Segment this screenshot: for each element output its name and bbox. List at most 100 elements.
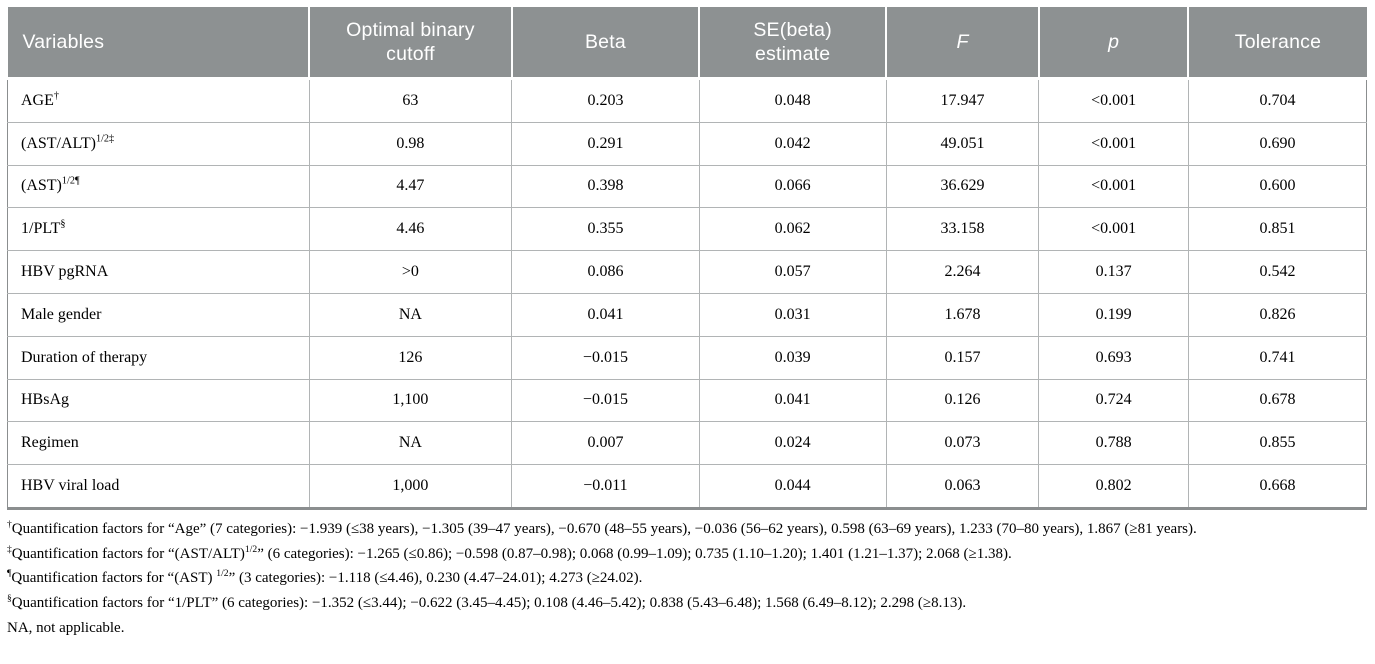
cutoff-cell: 126: [308, 335, 513, 380]
variable-cell: AGE†: [7, 78, 310, 123]
variable-cell: HBV pgRNA: [7, 250, 310, 294]
beta-cell: 0.086: [511, 250, 700, 294]
footnote: §Quantification factors for “1/PLT” (6 c…: [7, 593, 967, 612]
p-cell: <0.001: [1038, 78, 1189, 123]
column-header-variables: Variables: [7, 7, 310, 80]
superscript-marker: 1/2‡: [95, 133, 115, 145]
variable-cell: 1/PLT§: [7, 207, 310, 252]
superscript-marker: 1/2: [216, 568, 229, 580]
superscript-marker: 1/2¶: [61, 176, 80, 188]
tolerance-cell: 0.542: [1187, 250, 1368, 294]
tolerance-cell: 0.704: [1187, 78, 1368, 123]
column-header-p: p: [1037, 7, 1189, 80]
beta-cell: 0.355: [511, 207, 700, 252]
superscript-marker: †: [7, 518, 12, 530]
table-row: HBV viral load 1,000 −0.011 0.044 0.063 0.802…: [7, 464, 1368, 510]
f-cell: 0.063: [885, 464, 1040, 510]
cutoff-cell: >0: [308, 250, 513, 294]
column-header-optimal-binary-cutoff: Optimal binary cutoff: [308, 7, 512, 80]
footnote: †Quantification factors for “Age” (7 cat…: [7, 518, 1197, 537]
table-row: AGE† 63 0.203 0.048 17.947 <0.001 0.704: [7, 78, 1368, 123]
variable-cell: (AST/ALT)1/2‡: [7, 121, 310, 166]
table-row: Regimen NA 0.007 0.024 0.073 0.788 0.855: [7, 421, 1368, 466]
table-row: 1/PLT§ 4.46 0.355 0.062 33.158 <0.001 0.851: [7, 207, 1368, 252]
tolerance-cell: 0.741: [1187, 335, 1368, 380]
table-row: Male gender NA 0.041 0.031 1.678 0.199 0.826: [7, 292, 1368, 337]
variable-cell: Male gender: [7, 292, 310, 337]
beta-cell: −0.015: [511, 378, 700, 423]
beta-cell: 0.007: [511, 421, 700, 466]
statistics-table: Variables Optimal binary cutoff Beta SE(beta…: [7, 7, 1368, 510]
cutoff-cell: 4.46: [308, 207, 513, 252]
table-header: Variables Optimal binary cutoff Beta SE(beta…: [7, 7, 1367, 80]
f-cell: 2.264: [885, 250, 1040, 294]
superscript-marker: †: [53, 90, 60, 102]
superscript-marker: 1/2: [244, 543, 258, 555]
table-row: (AST/ALT)1/2‡ 0.98 0.291 0.042 49.051 <0.001 0…: [7, 121, 1368, 166]
p-cell: 0.724: [1038, 378, 1189, 423]
se-beta-cell: 0.048: [698, 78, 887, 123]
se-beta-cell: 0.024: [698, 421, 887, 466]
variable-cell: HBV viral load: [7, 464, 310, 510]
tolerance-cell: 0.668: [1187, 464, 1368, 510]
se-beta-cell: 0.039: [698, 335, 887, 380]
cutoff-cell: 4.47: [308, 164, 513, 209]
table-row: (AST)1/2¶ 4.47 0.398 0.066 36.629 <0.001 0.600: [7, 164, 1368, 209]
beta-cell: −0.011: [511, 464, 700, 510]
column-header-tolerance: Tolerance: [1187, 7, 1367, 80]
p-cell: 0.788: [1038, 421, 1189, 466]
f-cell: 33.158: [885, 207, 1040, 252]
table-row: HBV pgRNA >0 0.086 0.057 2.264 0.137 0.542: [7, 250, 1368, 294]
superscript-marker: §: [7, 593, 12, 605]
cutoff-cell: NA: [308, 292, 513, 337]
cutoff-cell: 0.98: [308, 121, 513, 166]
column-header-se-beta-estimate: SE(beta) estimate: [698, 7, 887, 80]
se-beta-cell: 0.062: [698, 207, 887, 252]
f-cell: 0.157: [885, 335, 1040, 380]
se-beta-cell: 0.041: [698, 378, 887, 423]
se-beta-cell: 0.057: [698, 250, 887, 294]
beta-cell: 0.398: [511, 164, 700, 209]
table-row: HBsAg 1,100 −0.015 0.041 0.126 0.724 0.678: [7, 378, 1368, 423]
p-cell: <0.001: [1038, 207, 1189, 252]
footnote: ¶Quantification factors for “(AST) 1/2” …: [7, 568, 643, 587]
header-row: Variables Optimal binary cutoff Beta SE(beta…: [7, 7, 1367, 80]
table-footnotes: †Quantification factors for “Age” (7 cat…: [7, 517, 1367, 641]
cutoff-cell: 1,000: [308, 464, 513, 510]
table-row: Duration of therapy 126 −0.015 0.039 0.157 0.…: [7, 335, 1368, 380]
column-header-beta: Beta: [510, 7, 700, 80]
f-cell: 17.947: [885, 78, 1040, 123]
cutoff-cell: 1,100: [308, 378, 513, 423]
variable-cell: Regimen: [7, 421, 310, 466]
se-beta-cell: 0.042: [698, 121, 887, 166]
beta-cell: 0.041: [511, 292, 700, 337]
tolerance-cell: 0.600: [1187, 164, 1368, 209]
f-cell: 1.678: [885, 292, 1040, 337]
tolerance-cell: 0.690: [1187, 121, 1368, 166]
f-cell: 36.629: [885, 164, 1040, 209]
se-beta-cell: 0.031: [698, 292, 887, 337]
column-header-f: F: [885, 7, 1039, 80]
p-cell: 0.199: [1038, 292, 1189, 337]
se-beta-cell: 0.066: [698, 164, 887, 209]
variable-cell: HBsAg: [7, 378, 310, 423]
beta-cell: −0.015: [511, 335, 700, 380]
table-body: AGE† 63 0.203 0.048 17.947 <0.001 0.704 (AST/AL…: [7, 78, 1368, 510]
p-cell: 0.693: [1038, 335, 1189, 380]
beta-cell: 0.291: [511, 121, 700, 166]
f-cell: 0.126: [885, 378, 1040, 423]
tolerance-cell: 0.678: [1187, 378, 1368, 423]
cutoff-cell: 63: [308, 78, 513, 123]
f-cell: 0.073: [885, 421, 1040, 466]
cutoff-cell: NA: [308, 421, 513, 466]
p-cell: 0.137: [1038, 250, 1189, 294]
tolerance-cell: 0.855: [1187, 421, 1368, 466]
p-cell: <0.001: [1038, 121, 1189, 166]
footnote: NA, not applicable.: [7, 619, 125, 636]
p-cell: <0.001: [1038, 164, 1189, 209]
superscript-marker: §: [60, 218, 66, 230]
superscript-marker: ‡: [7, 543, 12, 555]
beta-cell: 0.203: [511, 78, 700, 123]
variable-cell: Duration of therapy: [7, 335, 310, 380]
